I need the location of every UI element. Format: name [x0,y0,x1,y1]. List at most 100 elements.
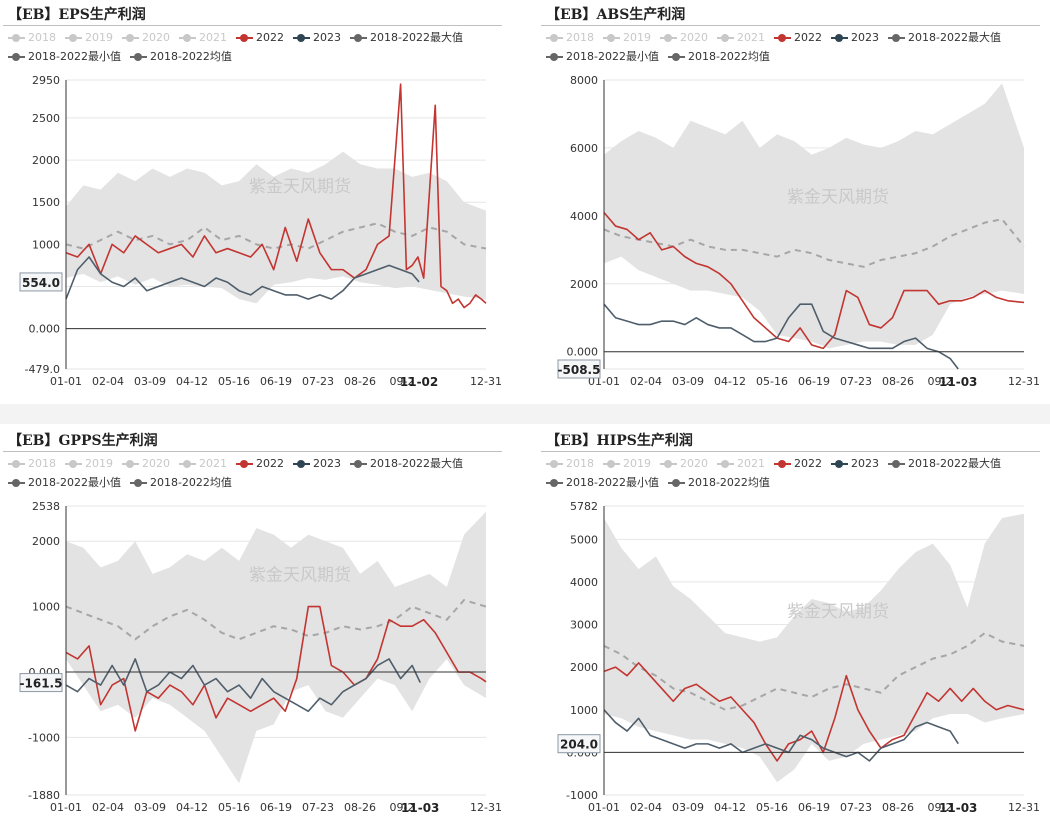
legend-label: 2018-2022最大值 [370,457,463,470]
legend-item-2018-2022最大值[interactable]: 2018-2022最大值 [350,28,463,47]
legend-item-2018[interactable]: 2018 [546,454,594,473]
x-tick-label: 04-12 [714,375,746,388]
series-2022-line [603,662,1025,762]
x-tick-label: 03-09 [672,801,704,814]
legend-item-2022[interactable]: 2022 [236,454,284,473]
y-tick-label: -1000 [566,789,598,802]
range-band [66,151,486,304]
legend-item-2021[interactable]: 2021 [717,28,765,47]
watermark: 紫金天风期货 [787,602,889,622]
legend-item-2018-2022最小值[interactable]: 2018-2022最小值 [8,473,121,492]
range-band [66,511,486,784]
legend-item-2019[interactable]: 2019 [65,28,113,47]
chart-abs: 80006000400020000.000-508.5紫金天风期货01-0102… [557,74,1040,389]
legend-item-2018-2022均值[interactable]: 2018-2022均值 [129,473,232,492]
x-tick-label: 02-04 [92,375,124,388]
legend-label: 2020 [680,457,708,470]
y-tick-label: 5782 [570,500,598,513]
legend-marker-icon [667,53,685,61]
legend-item-2018-2022最大值[interactable]: 2018-2022最大值 [888,454,1001,473]
x-tick-label: 08-26 [882,375,914,388]
legend-item-2018-2022最小值[interactable]: 2018-2022最小值 [8,47,121,66]
legend-item-2022[interactable]: 2022 [774,454,822,473]
legend-row: 2018-2022最小值 2018-2022均值 [8,47,503,66]
x-tick-label: 08-26 [344,375,376,388]
legend-marker-icon [179,460,196,468]
legend-row: 2018 2019 2020 2021 2022 2023 2018-2022最大值 [546,28,1041,47]
y-tick-label: 4000 [570,576,598,589]
legend-item-2021[interactable]: 2021 [179,28,227,47]
legend-item-2022[interactable]: 2022 [236,28,284,47]
legend-label: 2018-2022最小值 [28,50,121,63]
x-tick-label: 02-04 [92,801,124,814]
legend-item-2018-2022最小值[interactable]: 2018-2022最小值 [546,473,659,492]
x-tick-label: 06-19 [798,801,830,814]
legend-item-2018-2022均值[interactable]: 2018-2022均值 [667,47,770,66]
legend: 2018 2019 2020 2021 2022 2023 2018-2022最大值 2018… [546,28,1041,66]
legend-marker-icon [888,460,905,468]
legend-item-2018[interactable]: 2018 [8,28,56,47]
legend-label: 2021 [737,457,765,470]
y-tick-label: 3000 [570,619,598,632]
legend: 2018 2019 2020 2021 2022 2023 2018-2022最大值 2018… [8,28,503,66]
legend-item-2020[interactable]: 2020 [122,28,170,47]
legend-item-2020[interactable]: 2020 [122,454,170,473]
legend-label: 2020 [142,457,170,470]
legend-item-2018-2022均值[interactable]: 2018-2022均值 [129,47,232,66]
legend-item-2019[interactable]: 2019 [603,454,651,473]
legend-label: 2022 [794,31,822,44]
title-divider [3,25,502,26]
hover-x-label: 11-03 [401,801,439,815]
x-tick-label: 09-2 [928,375,953,388]
series-2023-line [603,303,959,370]
y-tick-label: 1000 [570,704,598,717]
legend-label: 2018 [28,457,56,470]
legend-label: 2023 [313,31,341,44]
legend-label: 2022 [256,457,284,470]
title-divider [3,451,502,452]
legend-row: 2018-2022最小值 2018-2022均值 [546,47,1041,66]
legend-label: 2018 [566,31,594,44]
hover-y-box [19,673,63,693]
legend-item-2023[interactable]: 2023 [831,28,879,47]
hover-y-label: 204.0 [560,738,598,752]
legend-item-2023[interactable]: 2023 [293,454,341,473]
legend-item-2018-2022最小值[interactable]: 2018-2022最小值 [546,47,659,66]
legend-item-2018[interactable]: 2018 [546,28,594,47]
x-tick-label: 05-16 [756,801,788,814]
x-tick-label: 03-09 [134,801,166,814]
legend-item-2020[interactable]: 2020 [660,28,708,47]
legend-marker-icon [546,34,563,42]
legend-label: 2018-2022最大值 [370,31,463,44]
legend-item-2023[interactable]: 2023 [831,454,879,473]
legend-item-2018[interactable]: 2018 [8,454,56,473]
legend-marker-icon [122,460,139,468]
legend-item-2020[interactable]: 2020 [660,454,708,473]
chart-hips: 5782500040003000200010000.000-1000紫金天风期货… [557,500,1040,815]
legend-marker-icon [293,34,310,42]
legend-item-2019[interactable]: 2019 [65,454,113,473]
legend-item-2019[interactable]: 2019 [603,28,651,47]
legend-item-2018-2022最大值[interactable]: 2018-2022最大值 [350,454,463,473]
legend-label: 2021 [737,31,765,44]
x-tick-label: 05-16 [218,801,250,814]
legend-label: 2018-2022最小值 [566,50,659,63]
legend-label: 2022 [794,457,822,470]
y-tick-label: 1000 [32,238,60,251]
legend-marker-icon [660,34,677,42]
legend-marker-icon [888,34,905,42]
x-tick-label: 04-12 [714,801,746,814]
hover-y-label: 554.0 [22,276,60,290]
y-tick-label: -1880 [28,789,60,802]
legend-item-2023[interactable]: 2023 [293,28,341,47]
legend-item-2018-2022最大值[interactable]: 2018-2022最大值 [888,28,1001,47]
legend-item-2021[interactable]: 2021 [179,454,227,473]
legend-marker-icon [65,460,82,468]
legend-marker-icon [831,460,848,468]
legend-marker-icon [8,460,25,468]
legend-item-2022[interactable]: 2022 [774,28,822,47]
x-tick-label: 07-23 [302,801,334,814]
legend: 2018 2019 2020 2021 2022 2023 2018-2022最大值 2018… [8,454,503,492]
legend-item-2021[interactable]: 2021 [717,454,765,473]
legend-item-2018-2022均值[interactable]: 2018-2022均值 [667,473,770,492]
